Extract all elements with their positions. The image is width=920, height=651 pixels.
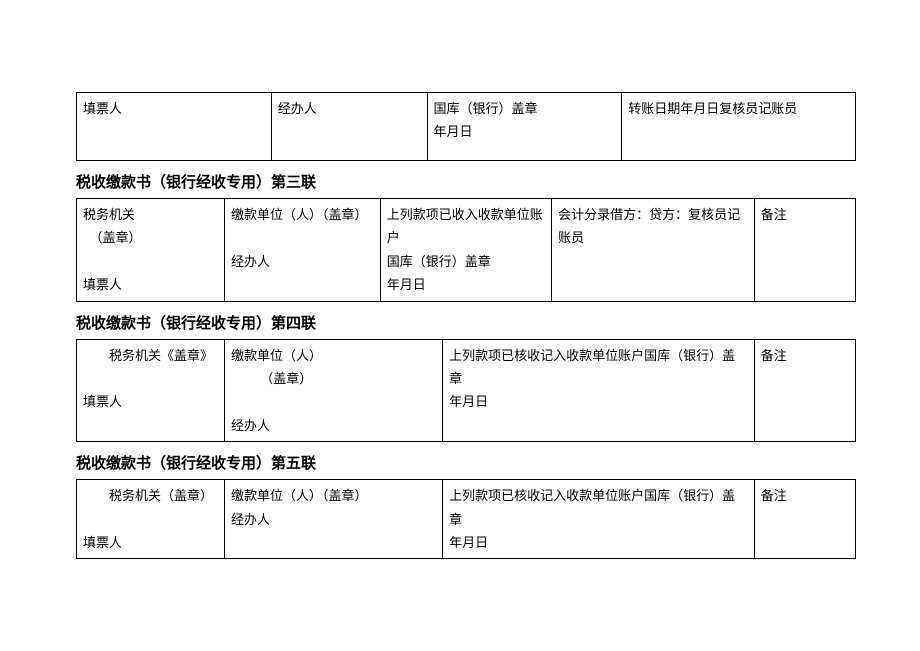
table-cell: 缴款单位（人）（盖章）经办人 [225,480,443,559]
table-cell: 上列款项已核收记入收款单位账户国库（银行）盖章年月日 [443,480,755,559]
table-cell: 缴款单位（人）（盖章）经办人 [225,199,381,302]
section-title-4: 税收缴款书（银行经收专用）第四联 [76,312,856,333]
document-page: 填票人经办人国库（银行）盖章年月日转账日期年月日复核员记账员 税收缴款书（银行经… [76,92,856,559]
section-title-5: 税收缴款书（银行经收专用）第五联 [76,452,856,473]
table-cell: 税务机关 （盖章）填票人 [77,199,225,302]
table-cell: 会计分录借方：贷方：复核员记账员 [552,199,755,302]
table-cell: 备注 [754,480,855,559]
table-cell: 国库（银行）盖章年月日 [427,93,622,161]
section-title-3: 税收缴款书（银行经收专用）第三联 [76,171,856,192]
table-block-4: 税务机关《盖章》填票人缴款单位（人） （盖章）经办人上列款项已核收记入收款单位账… [76,339,856,443]
table-block-3: 税务机关 （盖章）填票人缴款单位（人）（盖章）经办人上列款项已收入收款单位账户国… [76,198,856,302]
table-cell: 上列款项已核收记入收款单位账户国库（银行）盖章年月日 [443,339,755,442]
table-cell: 上列款项已收入收款单位账户国库（银行）盖章年月日 [380,199,551,302]
table-cell: 转账日期年月日复核员记账员 [622,93,856,161]
table-cell: 备注 [754,339,855,442]
table-cell: 经办人 [271,93,427,161]
table-cell: 税务机关（盖章）填票人 [77,480,225,559]
table-cell: 备注 [754,199,855,302]
table-cell: 缴款单位（人） （盖章）经办人 [225,339,443,442]
table-block-1: 填票人经办人国库（银行）盖章年月日转账日期年月日复核员记账员 [76,92,856,161]
table-cell: 税务机关《盖章》填票人 [77,339,225,442]
table-cell: 填票人 [77,93,272,161]
table-block-5: 税务机关（盖章）填票人缴款单位（人）（盖章）经办人上列款项已核收记入收款单位账户… [76,479,856,559]
